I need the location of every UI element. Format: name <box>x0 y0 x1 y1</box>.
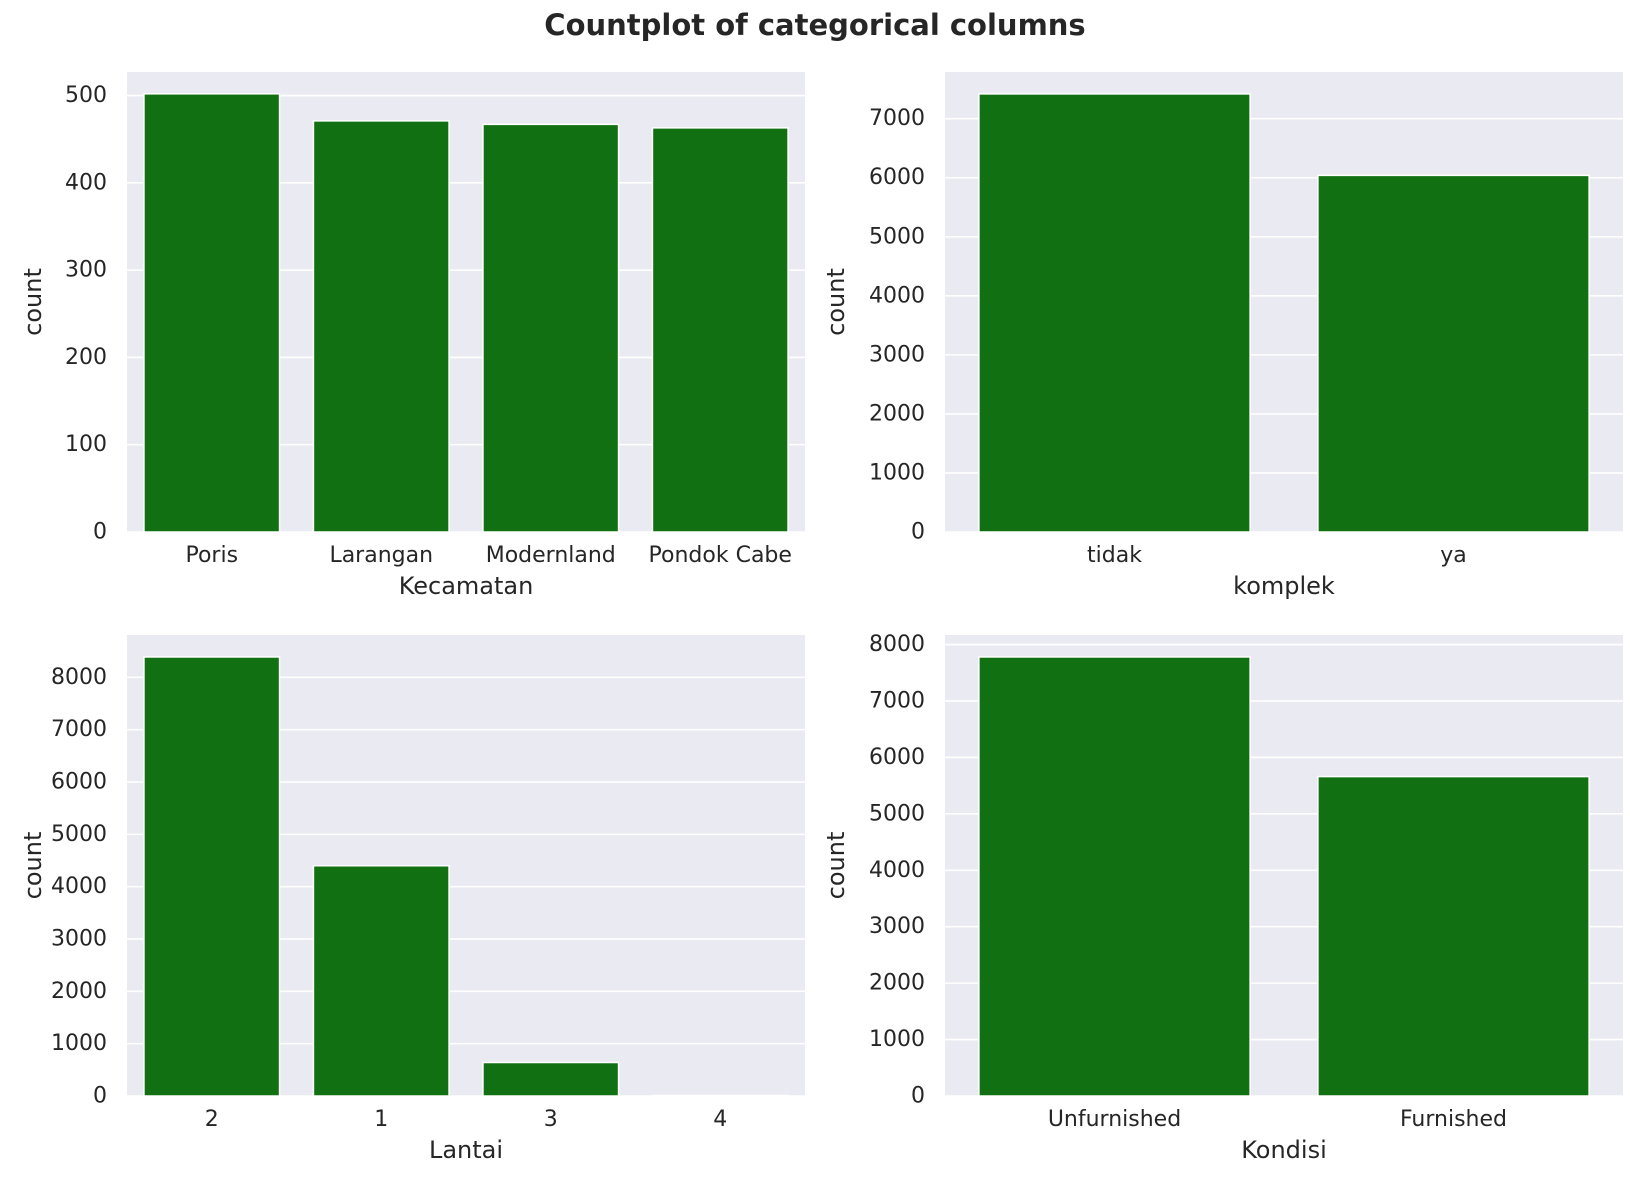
x-tick-label: Larangan <box>329 543 433 568</box>
chart-panel-3: 0 1000 2000 3000 4000 5000 6000 7000 8000 2 1 3 4 Lan… <box>19 635 805 1164</box>
bar-pondok-cabe <box>651 127 789 533</box>
x-axis-label: Kondisi <box>1241 1136 1327 1164</box>
y-tick-label: 3000 <box>51 927 107 952</box>
x-tick-label: ya <box>1440 543 1467 568</box>
x-axis-label: Lantai <box>429 1136 503 1164</box>
bar-3 <box>482 1061 620 1097</box>
x-tick-label: 4 <box>713 1107 727 1132</box>
x-tick-label: 2 <box>205 1107 219 1132</box>
y-axis-label: count <box>822 832 850 900</box>
y-tick-label: 1000 <box>869 460 925 485</box>
y-tick-label: 0 <box>93 1084 107 1109</box>
y-tick-label: 0 <box>911 1084 925 1109</box>
x-axis-label: komplek <box>1233 572 1335 600</box>
y-tick-label: 400 <box>65 170 107 195</box>
bar-larangan <box>312 120 450 533</box>
bar-furnished <box>1317 775 1590 1097</box>
chart-panel-4: 0 1000 2000 3000 4000 5000 6000 7000 8000 Unfurni… <box>822 632 1623 1164</box>
chart-panel-2: 0 1000 2000 3000 4000 5000 6000 7000 tidak ya komp… <box>822 72 1623 600</box>
bar-tidak <box>978 93 1251 533</box>
y-tick-label: 5000 <box>869 224 925 249</box>
x-tick-label: Unfurnished <box>1048 1107 1181 1132</box>
y-tick-label: 6000 <box>869 165 925 190</box>
y-tick-label: 300 <box>65 258 107 283</box>
y-tick-label: 2000 <box>869 971 925 996</box>
y-axis-label: count <box>822 268 850 336</box>
y-tick-label: 7000 <box>51 717 107 742</box>
y-tick-label: 200 <box>65 345 107 370</box>
bar-2 <box>143 656 281 1097</box>
y-tick-label: 8000 <box>869 632 925 657</box>
y-tick-label: 6000 <box>869 745 925 770</box>
x-tick-label: Pondok Cabe <box>649 543 792 568</box>
y-tick-label: 7000 <box>869 688 925 713</box>
y-axis-label: count <box>19 832 47 900</box>
bar-ya <box>1317 174 1590 533</box>
bar-1 <box>312 865 450 1097</box>
chart-panel-1: 0 100 200 300 400 500 Poris Larangan Modernland P… <box>19 72 805 600</box>
bar-poris <box>143 93 281 533</box>
x-tick-label: 3 <box>544 1107 558 1132</box>
y-tick-label: 5000 <box>51 822 107 847</box>
y-tick-label: 500 <box>65 83 107 108</box>
y-tick-label: 2000 <box>869 401 925 426</box>
y-tick-label: 4000 <box>869 283 925 308</box>
x-tick-label: 1 <box>374 1107 388 1132</box>
y-tick-label: 2000 <box>51 979 107 1004</box>
y-tick-label: 8000 <box>51 665 107 690</box>
y-tick-label: 5000 <box>869 801 925 826</box>
y-tick-label: 4000 <box>869 858 925 883</box>
x-tick-label: tidak <box>1087 543 1142 568</box>
bar-unfurnished <box>978 656 1251 1097</box>
x-tick-label: Furnished <box>1400 1107 1507 1132</box>
x-tick-label: Poris <box>185 543 238 568</box>
y-tick-label: 6000 <box>51 770 107 795</box>
x-axis-label: Kecamatan <box>399 572 534 600</box>
figure-title: Countplot of categorical columns <box>544 8 1086 42</box>
y-axis-label: count <box>19 268 47 336</box>
y-tick-label: 100 <box>65 432 107 457</box>
y-tick-label: 3000 <box>869 914 925 939</box>
bar-modernland <box>482 123 620 533</box>
bar-4 <box>651 1094 789 1097</box>
y-tick-label: 1000 <box>869 1027 925 1052</box>
y-tick-label: 0 <box>93 520 107 545</box>
y-tick-label: 1000 <box>51 1031 107 1056</box>
x-tick-label: Modernland <box>486 543 616 568</box>
y-tick-label: 3000 <box>869 342 925 367</box>
y-tick-label: 0 <box>911 520 925 545</box>
y-tick-label: 4000 <box>51 874 107 899</box>
y-tick-label: 7000 <box>869 106 925 131</box>
